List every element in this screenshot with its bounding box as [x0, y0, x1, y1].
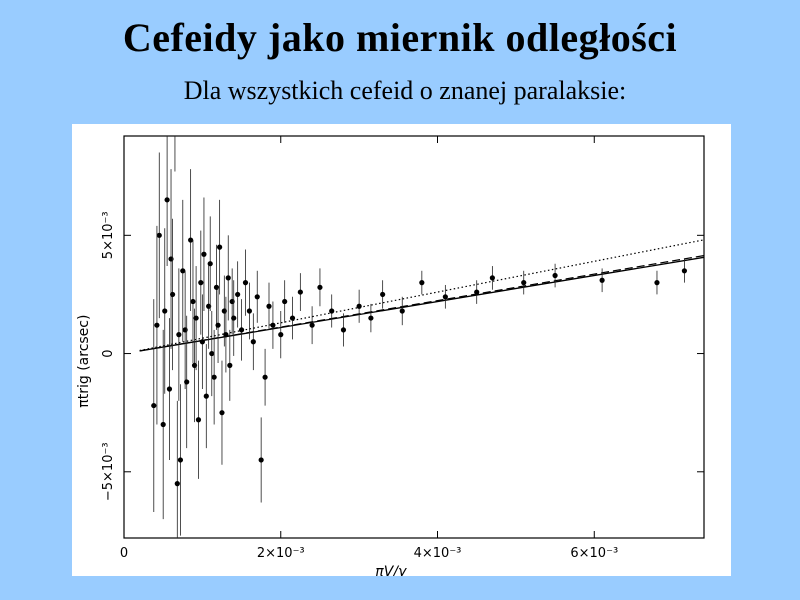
data-point — [217, 244, 223, 250]
x-axis-title: πV/γ — [375, 564, 407, 576]
data-point — [270, 322, 276, 328]
data-point — [201, 251, 207, 257]
data-point — [169, 291, 176, 298]
data-point — [262, 374, 268, 380]
data-point — [164, 197, 170, 203]
axis-labels: 0 2×10⁻³ 4×10⁻³ 6×10⁻³ −5×10⁻³ 0 5×10⁻³ πV/γ πtr… — [76, 211, 618, 576]
axis-ticks — [123, 136, 704, 538]
data-points — [151, 136, 688, 538]
data-point — [154, 322, 160, 328]
x-tick-label: 0 — [120, 546, 128, 561]
data-point — [356, 303, 362, 309]
data-point — [166, 386, 173, 392]
y-axis-title: πtrig (arcsec) — [76, 315, 92, 408]
data-point — [188, 237, 194, 243]
x-tick-label: 2×10⁻³ — [257, 546, 305, 561]
data-point — [368, 315, 374, 321]
data-point — [599, 277, 605, 283]
data-point — [215, 322, 221, 328]
data-point — [297, 289, 303, 295]
data-point — [174, 481, 180, 487]
data-point — [223, 332, 229, 338]
data-point — [207, 261, 213, 267]
data-point — [654, 280, 660, 286]
slide-title: Cefeidy jako miernik odległości — [122, 15, 678, 60]
slide-subtitle: Dla wszystkich cefeid o znanej paralaksi… — [183, 76, 627, 105]
data-point — [442, 294, 448, 300]
data-point — [156, 232, 162, 238]
data-point — [199, 339, 205, 345]
chart-figure: 0 2×10⁻³ 4×10⁻³ 6×10⁻³ −5×10⁻³ 0 5×10⁻³ πV/γ πtr… — [72, 124, 731, 576]
data-point — [399, 308, 405, 314]
data-point — [235, 291, 241, 298]
data-point — [317, 284, 323, 290]
data-point — [151, 402, 157, 409]
data-point — [193, 315, 199, 321]
data-point — [180, 268, 186, 274]
data-point — [246, 308, 253, 314]
data-point — [474, 289, 480, 295]
data-point — [238, 327, 245, 333]
data-point — [176, 332, 182, 338]
data-point — [209, 350, 215, 357]
data-point — [329, 308, 335, 314]
data-point — [419, 280, 425, 286]
data-point — [250, 339, 256, 345]
data-point — [227, 362, 233, 368]
data-point — [211, 374, 217, 380]
plot-frame — [123, 135, 705, 539]
data-point — [289, 315, 296, 321]
x-tick-label: 6×10⁻³ — [570, 546, 618, 561]
data-point — [552, 272, 558, 279]
data-point — [340, 327, 347, 333]
data-point — [242, 280, 249, 286]
data-point — [160, 421, 166, 428]
y-tick-label: −5×10⁻³ — [101, 442, 116, 501]
data-point — [190, 298, 196, 305]
data-point — [380, 291, 386, 298]
data-point — [266, 303, 272, 309]
data-point — [198, 280, 204, 286]
data-point — [489, 275, 495, 281]
data-point — [184, 379, 190, 385]
x-tick-label: 4×10⁻³ — [414, 546, 462, 561]
data-point — [195, 417, 202, 423]
data-point — [521, 280, 527, 286]
data-point — [309, 322, 315, 328]
y-tick-label: 0 — [101, 349, 116, 357]
data-point — [177, 457, 184, 463]
data-point — [278, 332, 284, 338]
data-point — [681, 268, 688, 274]
data-point — [231, 315, 237, 321]
data-point — [225, 275, 231, 281]
data-point — [258, 457, 264, 463]
scatter-chart: 0 2×10⁻³ 4×10⁻³ 6×10⁻³ −5×10⁻³ 0 5×10⁻³ πV/γ πtr… — [76, 135, 705, 576]
data-point — [282, 298, 288, 305]
y-tick-label: 5×10⁻³ — [101, 211, 116, 259]
data-point — [203, 393, 209, 399]
data-point — [162, 308, 168, 314]
data-point — [254, 294, 260, 300]
data-point — [219, 410, 225, 416]
